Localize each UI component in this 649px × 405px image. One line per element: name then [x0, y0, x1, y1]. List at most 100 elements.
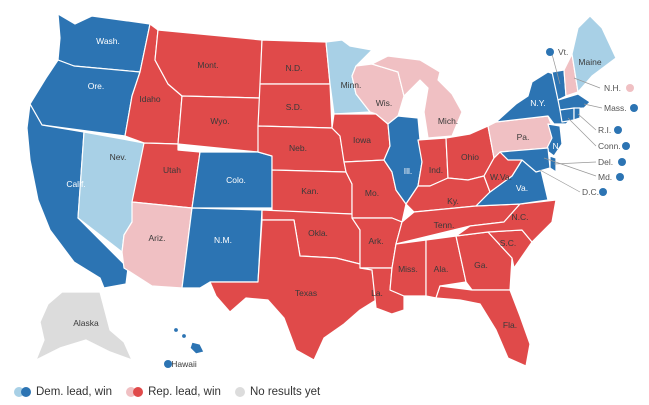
label-co: Colo.: [226, 175, 246, 185]
label-sc: S.C.: [500, 238, 517, 248]
state-in[interactable]: [417, 137, 449, 187]
label-nm: N.M.: [214, 235, 232, 245]
label-ia: Iowa: [353, 135, 371, 145]
state-ak[interactable]: [35, 291, 133, 361]
leader-vt: [551, 53, 561, 85]
leader-ct: [567, 117, 597, 147]
label-nj: N.J.: [552, 141, 567, 151]
state-hi-island[interactable]: [172, 326, 180, 334]
label-al: Ala.: [434, 264, 449, 274]
label-ga: Ga.: [474, 260, 488, 270]
leader-ma: [583, 103, 603, 109]
legend: Dem. lead, win Rep. lead, win No results…: [14, 384, 334, 400]
marker-ma: [630, 104, 638, 112]
legend-dem: Dem. lead, win: [14, 386, 112, 398]
label-dc: D.C.: [582, 187, 599, 197]
state-hi[interactable]: [189, 341, 205, 355]
label-ks: Kan.: [301, 186, 319, 196]
legend-none: No results yet: [234, 386, 321, 398]
label-ct: Conn.: [598, 141, 621, 151]
label-wi: Wis.: [376, 98, 393, 108]
legend-rep-label: Rep. lead, win: [148, 386, 221, 398]
leader-dc: [539, 169, 581, 193]
label-de: Del.: [598, 157, 613, 167]
state-me[interactable]: [571, 15, 617, 93]
label-sd: S.D.: [286, 102, 303, 112]
label-fl: Fla.: [503, 320, 517, 330]
map-svg: Wash. Ore. Calif. Nev. Idaho Mont. Wyo. …: [26, 13, 638, 369]
state-az[interactable]: [121, 201, 193, 289]
label-nh: N.H.: [604, 83, 621, 93]
legend-rep-lead-swatch: [126, 387, 137, 397]
label-mo: Mo.: [365, 188, 379, 198]
label-ok: Okla.: [308, 228, 328, 238]
label-hi: Hawaii: [171, 359, 197, 369]
marker-ct: [622, 142, 630, 150]
state-mi[interactable]: [371, 55, 463, 139]
label-wa: Wash.: [96, 36, 120, 46]
legend-none-swatch: [234, 387, 245, 397]
label-oh: Ohio: [461, 152, 479, 162]
label-ca: Calif.: [66, 179, 85, 189]
legend-none-label: No results yet: [249, 386, 321, 398]
leader-nh: [573, 77, 601, 89]
label-vt: Vt.: [558, 47, 568, 57]
legend-rep-win-swatch: [133, 387, 144, 397]
legend-rep: Rep. lead, win: [126, 386, 221, 398]
label-or: Ore.: [88, 81, 105, 91]
label-va: Va.: [516, 183, 528, 193]
label-tn: Tenn.: [434, 220, 455, 230]
marker-vt: [546, 48, 554, 56]
marker-hi: [164, 360, 172, 368]
label-mt: Mont.: [197, 60, 218, 70]
label-mi: Mich.: [438, 116, 458, 126]
marker-md: [616, 173, 624, 181]
state-nc[interactable]: [455, 199, 557, 243]
state-or[interactable]: [29, 59, 141, 137]
label-wv: W.Va.: [490, 172, 512, 182]
state-fl[interactable]: [435, 285, 531, 367]
label-tx: Texas: [295, 288, 317, 298]
marker-nh: [626, 84, 634, 92]
label-ma: Mass.: [604, 103, 627, 113]
label-il: Ill.: [404, 166, 413, 176]
label-in: Ind.: [429, 165, 443, 175]
state-md[interactable]: [499, 147, 551, 173]
label-ky: Ky.: [447, 196, 459, 206]
state-hi-island[interactable]: [180, 332, 188, 340]
legend-dem-label: Dem. lead, win: [36, 386, 113, 398]
legend-dem-win-swatch: [21, 387, 31, 397]
label-ny: N.Y.: [530, 98, 545, 108]
label-mn: Minn.: [341, 80, 362, 90]
label-ak: Alaska: [73, 318, 99, 328]
marker-dc: [599, 188, 607, 196]
state-nm[interactable]: [181, 207, 263, 289]
leader-md: [543, 157, 597, 177]
label-nd: N.D.: [286, 63, 303, 73]
marker-de: [618, 158, 626, 166]
state-ct[interactable]: [559, 107, 575, 123]
marker-ri: [614, 126, 622, 134]
label-me: Maine: [578, 57, 601, 67]
state-nd[interactable]: [259, 39, 331, 85]
label-nv: Nev.: [110, 152, 127, 162]
label-ar: Ark.: [368, 236, 383, 246]
label-ne: Neb.: [289, 143, 307, 153]
label-pa: Pa.: [517, 132, 530, 142]
label-az: Ariz.: [149, 233, 166, 243]
state-ri[interactable]: [573, 107, 581, 121]
label-id: Idaho: [139, 94, 161, 104]
label-nc: N.C.: [512, 212, 529, 222]
label-ri: R.I.: [598, 125, 611, 135]
leader-ri: [577, 113, 597, 131]
label-ms: Miss.: [398, 264, 418, 274]
state-tx[interactable]: [209, 219, 377, 361]
label-la: La.: [371, 288, 383, 298]
small-state-labels: Vt. N.H. Mass. R.I. Conn. Del. Md. D.C.: [546, 47, 638, 197]
label-ut: Utah: [163, 165, 181, 175]
label-wy: Wyo.: [210, 116, 229, 126]
state-nj[interactable]: [545, 123, 563, 157]
state-ut[interactable]: [131, 142, 201, 209]
label-md: Md.: [598, 172, 612, 182]
